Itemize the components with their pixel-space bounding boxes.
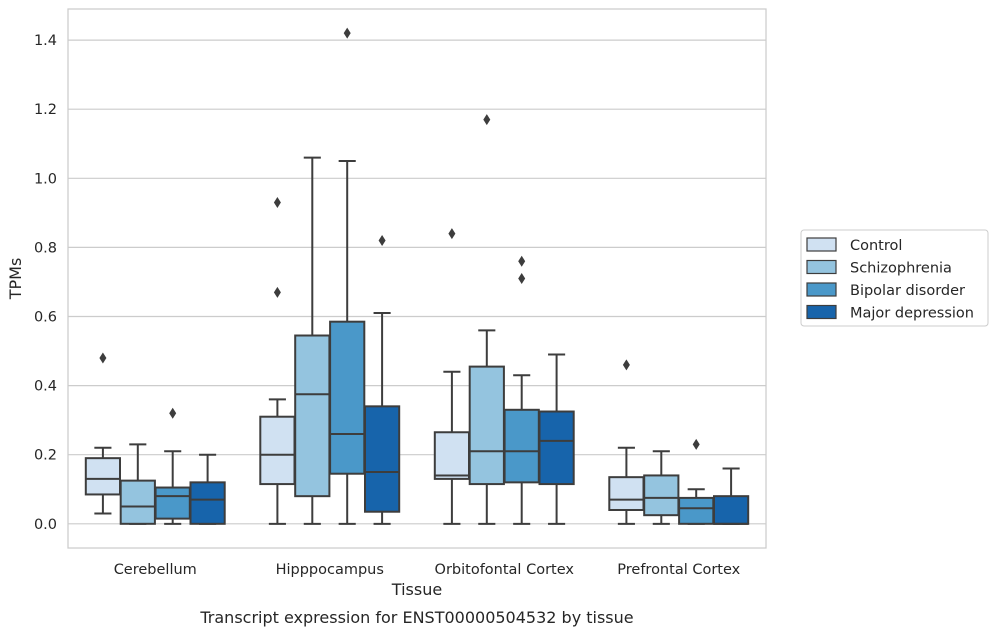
boxplot	[433, 228, 471, 525]
legend-label: Schizophrenia	[850, 261, 952, 277]
outlier-point	[518, 255, 526, 267]
boxplot	[712, 467, 750, 525]
boxplots	[84, 27, 750, 525]
outlier-point	[273, 286, 281, 298]
y-tick-label: 0.2	[34, 448, 57, 464]
boxplot	[154, 407, 191, 525]
box-iqr	[712, 495, 750, 525]
outlier-point	[448, 228, 456, 240]
x-tick-label: Cerebellum	[114, 562, 197, 578]
legend-swatch	[806, 237, 837, 252]
boxplot	[84, 352, 122, 515]
boxplot	[643, 450, 680, 525]
plot-frame	[67, 8, 767, 549]
box-iqr	[329, 320, 366, 475]
legend-swatch	[806, 304, 837, 320]
legend: Control Schizophrenia Bipolar disorder Majo…	[800, 229, 989, 327]
box-iqr	[608, 476, 645, 511]
box-iqr	[119, 479, 156, 525]
y-ticks: 0.0 0.2 0.4 0.6 0.8 1.0 1.2 1.4	[34, 33, 57, 533]
boxplot	[468, 114, 505, 525]
outlier-point	[378, 234, 386, 246]
box-iqr	[433, 431, 471, 480]
y-tick-label: 1.4	[34, 33, 57, 49]
x-ticks: Cerebellum Hipppocampus Orbitofontal Corte…	[114, 562, 741, 578]
boxplot	[678, 438, 715, 525]
boxplot	[538, 353, 575, 525]
box-iqr	[503, 408, 540, 484]
legend-swatch	[806, 282, 837, 297]
boxplot	[259, 196, 296, 525]
boxplot	[189, 453, 226, 525]
outlier-point	[483, 114, 491, 126]
legend-label: Control	[850, 238, 902, 254]
legend-label: Bipolar disorder	[850, 283, 965, 299]
x-tick-label: Orbitofontal Cortex	[435, 562, 575, 578]
y-axis-label: TPMs	[6, 258, 25, 301]
legend-label: Major depression	[850, 306, 974, 322]
y-tick-label: 0.6	[34, 310, 57, 326]
outlier-point	[343, 27, 351, 39]
y-tick-label: 0.0	[34, 517, 57, 533]
outlier-point	[273, 196, 281, 208]
y-tick-label: 1.0	[34, 171, 57, 187]
outlier-point	[518, 273, 526, 284]
outlier-point	[99, 352, 107, 364]
grid	[68, 39, 766, 525]
x-tick-label: Hipppocampus	[276, 562, 384, 578]
boxplot	[329, 27, 366, 525]
x-tick-label: Prefrontal Cortex	[617, 562, 740, 578]
y-tick-label: 0.4	[34, 379, 57, 395]
legend-frame	[800, 229, 989, 327]
legend-swatch	[806, 259, 837, 275]
outlier-point	[622, 359, 630, 371]
box-iqr	[84, 457, 122, 496]
boxplot	[503, 255, 540, 525]
box-iqr	[189, 481, 226, 525]
box-iqr	[643, 474, 680, 517]
outlier-point	[692, 438, 700, 450]
x-axis-label: Tissue	[391, 580, 442, 599]
y-tick-label: 0.8	[34, 240, 57, 256]
y-tick-label: 1.2	[34, 102, 57, 118]
box-iqr	[678, 496, 715, 525]
boxplot	[363, 234, 401, 525]
boxplot	[608, 359, 645, 525]
box-iqr	[538, 410, 575, 486]
chart-caption: Transcript expression for ENST0000050453…	[199, 608, 633, 627]
box-iqr	[259, 415, 296, 486]
box-iqr	[154, 486, 191, 520]
box-iqr	[363, 405, 401, 513]
box-iqr	[468, 365, 505, 486]
box-iqr	[294, 334, 331, 498]
outlier-point	[169, 407, 177, 419]
